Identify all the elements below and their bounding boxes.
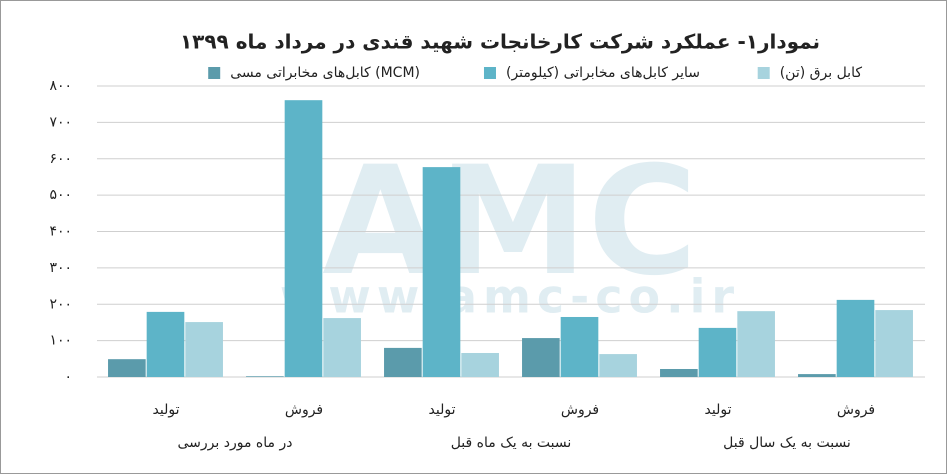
y-tick-label: ۸۰۰ [49,78,72,94]
y-tick-label: ۵۰۰ [49,187,72,203]
y-tick-label: ۷۰۰ [49,114,72,130]
x-tick-label: تولید [153,402,180,418]
bar [560,316,599,377]
legend-label: کابل برق (تن) [780,65,863,81]
y-tick-label: ۲۰۰ [49,296,72,312]
x-group-label: نسبت به یک ماه قبل [451,435,572,451]
x-tick-label: فروش [837,402,875,418]
bar [737,311,775,377]
bar [146,311,185,377]
y-tick-label: ۱۰۰ [49,333,72,349]
bar [461,352,499,377]
y-tick-label: ۳۰۰ [49,260,72,276]
watermark-logo: AMC [322,135,697,309]
legend-swatch [483,67,496,79]
legend-swatch [757,67,770,79]
watermark-url: www.amc-co.ir [280,270,740,324]
bar [246,376,284,377]
bar [836,299,875,377]
bar [522,338,560,377]
bar [660,368,698,377]
bar [384,347,422,377]
x-tick-label: تولید [429,402,456,418]
bar [284,100,323,377]
legend-swatch [208,67,221,79]
x-tick-label: فروش [561,402,599,418]
legend-label: کابل‌های مخابراتی مسی (MCM) [230,65,420,81]
bar [108,359,146,377]
bar [323,318,361,377]
chart-title: نمودار۱- عملکرد شرکت کارخانجات شهید قندی… [180,30,820,54]
x-tick-label: تولید [705,402,732,418]
y-tick-label: ۰ [64,369,72,385]
x-group-label: در ماه مورد بررسی [178,435,293,451]
x-group-label: نسبت به یک سال قبل [723,435,851,451]
bar [185,322,223,377]
x-tick-label: فروش [285,402,323,418]
bar [422,167,461,377]
bar [798,374,836,377]
legend-label: سایر کابل‌های مخابراتی (کیلومتر) [506,65,700,81]
bar [599,354,637,377]
y-tick-label: ۶۰۰ [49,151,72,167]
y-tick-label: ۴۰۰ [49,224,72,240]
bar [698,327,737,377]
bar [875,310,913,377]
